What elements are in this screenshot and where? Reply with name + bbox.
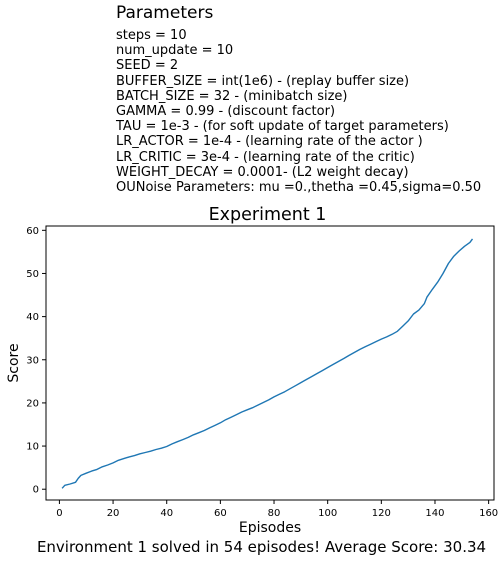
- parameter-line: steps = 10: [116, 28, 187, 43]
- y-tick-label: 60: [26, 226, 39, 237]
- x-tick-label: 160: [479, 508, 498, 519]
- parameters-list: steps = 10 num_update = 10 SEED = 2 BUFF…: [116, 28, 481, 195]
- chart-title: Experiment 1: [208, 205, 327, 225]
- x-tick-label: 60: [214, 508, 227, 519]
- result-summary: Environment 1 solved in 54 episodes! Ave…: [36, 538, 487, 556]
- x-tick-label: 0: [56, 508, 62, 519]
- score-series-line: [61, 238, 474, 489]
- parameter-line: SEED = 2: [116, 58, 179, 74]
- x-tick-label: 40: [160, 508, 173, 519]
- parameter-line: TAU = 1e-3 - (for soft update of target …: [116, 119, 449, 135]
- parameter-line: WEIGHT_DECAY = 0.0001- (L2 weight decay): [116, 164, 409, 180]
- x-axis-label: Episodes: [239, 520, 301, 536]
- parameter-line: BATCH_SIZE = 32 - (minibatch size): [116, 88, 348, 104]
- y-tick-label: 10: [26, 442, 39, 453]
- x-tick-label: 20: [107, 508, 120, 519]
- y-tick-label: 50: [26, 269, 39, 280]
- parameter-line: LR_ACTOR = 1e-4 - (learning rate of the …: [116, 134, 423, 150]
- x-tick-label: 140: [425, 508, 444, 519]
- parameter-line: GAMMA = 0.99 - (discount factor): [116, 104, 336, 120]
- x-tick-label: 120: [372, 508, 391, 519]
- parameter-line: LR_CRITIC = 3e-4 - (learning rate of the…: [116, 149, 415, 165]
- y-tick-label: 40: [26, 312, 39, 323]
- parameter-line: num_update = 10: [116, 43, 234, 59]
- x-tick-label: 80: [268, 508, 281, 519]
- y-tick-label: 0: [33, 485, 39, 496]
- y-axis-label: Score: [6, 343, 22, 382]
- x-tick-label: 100: [318, 508, 337, 519]
- y-tick-label: 20: [26, 398, 39, 409]
- plot-frame: [45, 225, 495, 501]
- parameter-line: OUNoise Parameters: mu =0.,thetha =0.45,…: [116, 180, 482, 196]
- y-tick-label: 30: [26, 355, 39, 366]
- parameters-title: Parameters: [116, 3, 214, 23]
- parameter-line: BUFFER_SIZE = int(1e6) - (replay buffer …: [116, 73, 410, 89]
